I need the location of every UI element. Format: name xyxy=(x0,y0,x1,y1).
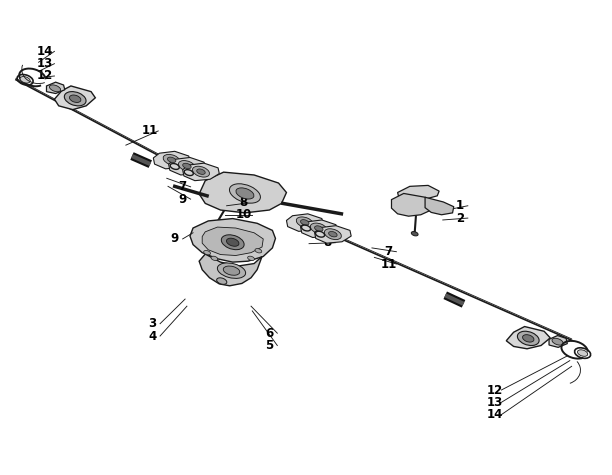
Ellipse shape xyxy=(230,184,261,203)
Text: 6: 6 xyxy=(265,327,274,340)
Text: 9: 9 xyxy=(171,232,179,246)
Ellipse shape xyxy=(64,92,86,106)
Polygon shape xyxy=(154,152,190,169)
Text: 12: 12 xyxy=(487,383,504,397)
Polygon shape xyxy=(398,185,439,200)
Ellipse shape xyxy=(411,231,418,236)
Ellipse shape xyxy=(20,76,30,83)
Text: 3: 3 xyxy=(148,317,156,330)
Text: 14: 14 xyxy=(487,408,504,421)
Polygon shape xyxy=(182,163,219,180)
Text: 4: 4 xyxy=(148,330,156,342)
Ellipse shape xyxy=(517,331,539,345)
Ellipse shape xyxy=(168,157,176,162)
Ellipse shape xyxy=(193,166,209,177)
Ellipse shape xyxy=(315,226,323,231)
Ellipse shape xyxy=(324,229,341,239)
Text: 8: 8 xyxy=(323,236,332,249)
Ellipse shape xyxy=(163,154,180,165)
Text: 11: 11 xyxy=(142,124,159,137)
Polygon shape xyxy=(190,218,275,262)
Ellipse shape xyxy=(70,95,81,103)
Text: 5: 5 xyxy=(265,339,274,352)
Polygon shape xyxy=(315,226,351,243)
Ellipse shape xyxy=(300,219,309,225)
Polygon shape xyxy=(199,172,286,213)
Ellipse shape xyxy=(217,278,227,285)
Text: 11: 11 xyxy=(380,257,397,271)
Text: 10: 10 xyxy=(319,224,335,237)
Polygon shape xyxy=(202,227,263,256)
Ellipse shape xyxy=(226,238,239,246)
Polygon shape xyxy=(392,193,435,216)
Text: 7: 7 xyxy=(179,180,187,193)
Ellipse shape xyxy=(523,335,534,342)
Text: 2: 2 xyxy=(456,211,464,225)
Text: 1: 1 xyxy=(456,200,464,212)
Polygon shape xyxy=(199,254,262,286)
Ellipse shape xyxy=(552,338,563,345)
Text: 8: 8 xyxy=(239,196,248,209)
Text: 13: 13 xyxy=(487,396,504,409)
Ellipse shape xyxy=(222,235,244,250)
Ellipse shape xyxy=(217,263,245,278)
Ellipse shape xyxy=(236,188,254,199)
Ellipse shape xyxy=(329,231,337,237)
Ellipse shape xyxy=(255,248,262,253)
Text: 9: 9 xyxy=(179,193,187,206)
Ellipse shape xyxy=(578,350,588,356)
Polygon shape xyxy=(169,157,205,175)
Text: 12: 12 xyxy=(37,69,53,83)
Text: 14: 14 xyxy=(37,45,53,58)
Ellipse shape xyxy=(179,161,195,171)
Polygon shape xyxy=(54,86,95,110)
Ellipse shape xyxy=(196,169,205,174)
Text: 13: 13 xyxy=(37,57,53,70)
Ellipse shape xyxy=(204,250,211,255)
Polygon shape xyxy=(506,326,550,349)
Polygon shape xyxy=(47,82,65,94)
Text: 7: 7 xyxy=(384,245,392,258)
Ellipse shape xyxy=(211,256,218,260)
Polygon shape xyxy=(425,197,453,215)
Ellipse shape xyxy=(296,217,313,228)
Ellipse shape xyxy=(50,85,61,92)
Polygon shape xyxy=(300,220,337,238)
Ellipse shape xyxy=(248,256,255,260)
Ellipse shape xyxy=(310,223,327,234)
Text: 10: 10 xyxy=(236,208,252,221)
Polygon shape xyxy=(549,335,567,347)
Polygon shape xyxy=(286,214,323,231)
Ellipse shape xyxy=(182,163,191,169)
Ellipse shape xyxy=(223,266,240,275)
